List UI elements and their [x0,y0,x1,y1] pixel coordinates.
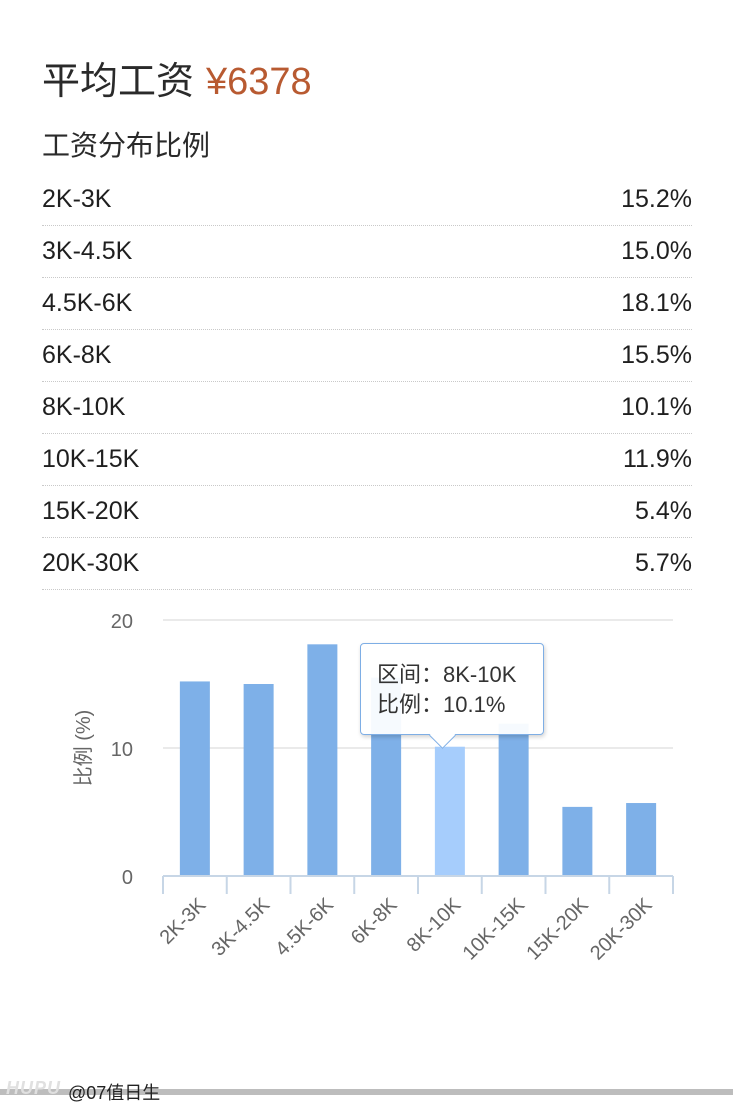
x-tick-label: 15K-20K [522,894,593,965]
average-salary-header: 平均工资 ¥6378 [42,50,312,103]
distribution-range: 15K-20K [42,497,140,525]
distribution-row: 20K-30K 5.7% [42,538,692,590]
distribution-row: 8K-10K 10.1% [42,382,692,434]
distribution-percent: 10.1% [621,393,692,421]
tooltip-range-row: 区间：8K-10K [377,660,543,690]
distribution-range: 3K-4.5K [42,237,133,265]
distribution-percent: 15.2% [621,185,692,213]
bar [498,723,529,876]
bar [243,684,274,876]
bar [626,803,657,876]
distribution-range: 8K-10K [42,393,126,421]
x-tick-label: 3K-4.5K [208,894,275,961]
distribution-percent: 11.9% [622,445,692,473]
distribution-range: 4.5K-6K [42,289,133,317]
distribution-range: 2K-3K [42,185,112,213]
distribution-range: 6K-8K [42,341,112,369]
distribution-title: 工资分布比例 [42,130,211,161]
tooltip-ratio-label: 比例： [377,692,444,717]
distribution-row: 15K-20K 5.4% [42,486,692,538]
tooltip-range-label: 区间： [377,662,444,687]
tooltip-ratio-value: 10.1% [443,692,506,717]
x-tick-label: 8K-10K [403,894,466,957]
x-tick-label: 20K-30K [586,894,657,965]
distribution-range: 10K-15K [42,445,140,473]
hupu-logo: HUPU [6,1078,62,1098]
distribution-percent: 18.1% [621,289,692,317]
x-tick-label: 6K-8K [347,894,402,949]
watermark-text: @07值日生 [68,1083,161,1103]
distribution-percent: 5.7% [635,549,692,577]
average-salary-value: ¥6378 [206,61,312,103]
x-tick-label: 10K-15K [459,894,530,965]
distribution-row: 2K-3K 15.2% [42,174,692,226]
distribution-percent: 15.0% [621,237,692,265]
distribution-row: 10K-15K 11.9% [42,434,692,486]
y-axis-title: 比例 (%) [72,710,95,787]
footer-bar [0,1089,733,1095]
distribution-range: 20K-30K [42,549,140,577]
y-tick-label: 20 [111,611,133,633]
bar [179,681,210,876]
x-tick-label: 4.5K-6K [271,894,338,961]
distribution-percent: 5.4% [635,497,692,525]
distribution-percent: 15.5% [621,341,692,369]
bar [307,644,338,876]
bar [562,806,593,876]
y-tick-label: 0 [122,867,133,889]
tooltip-ratio-row: 比例：10.1% [377,690,543,720]
average-salary-label: 平均工资 [42,61,195,103]
x-tick-label: 2K-3K [156,894,211,949]
chart-tooltip: 区间：8K-10K 比例：10.1% [360,643,544,749]
tooltip-range-value: 8K-10K [443,662,517,687]
distribution-row: 6K-8K 15.5% [42,330,692,382]
distribution-row: 4.5K-6K 18.1% [42,278,692,330]
bar [434,746,465,876]
y-tick-label: 10 [111,739,133,761]
distribution-row: 3K-4.5K 15.0% [42,226,692,278]
salary-distribution-list: 2K-3K 15.2% 3K-4.5K 15.0% 4.5K-6K 18.1% 6K-8K 1… [42,174,692,590]
